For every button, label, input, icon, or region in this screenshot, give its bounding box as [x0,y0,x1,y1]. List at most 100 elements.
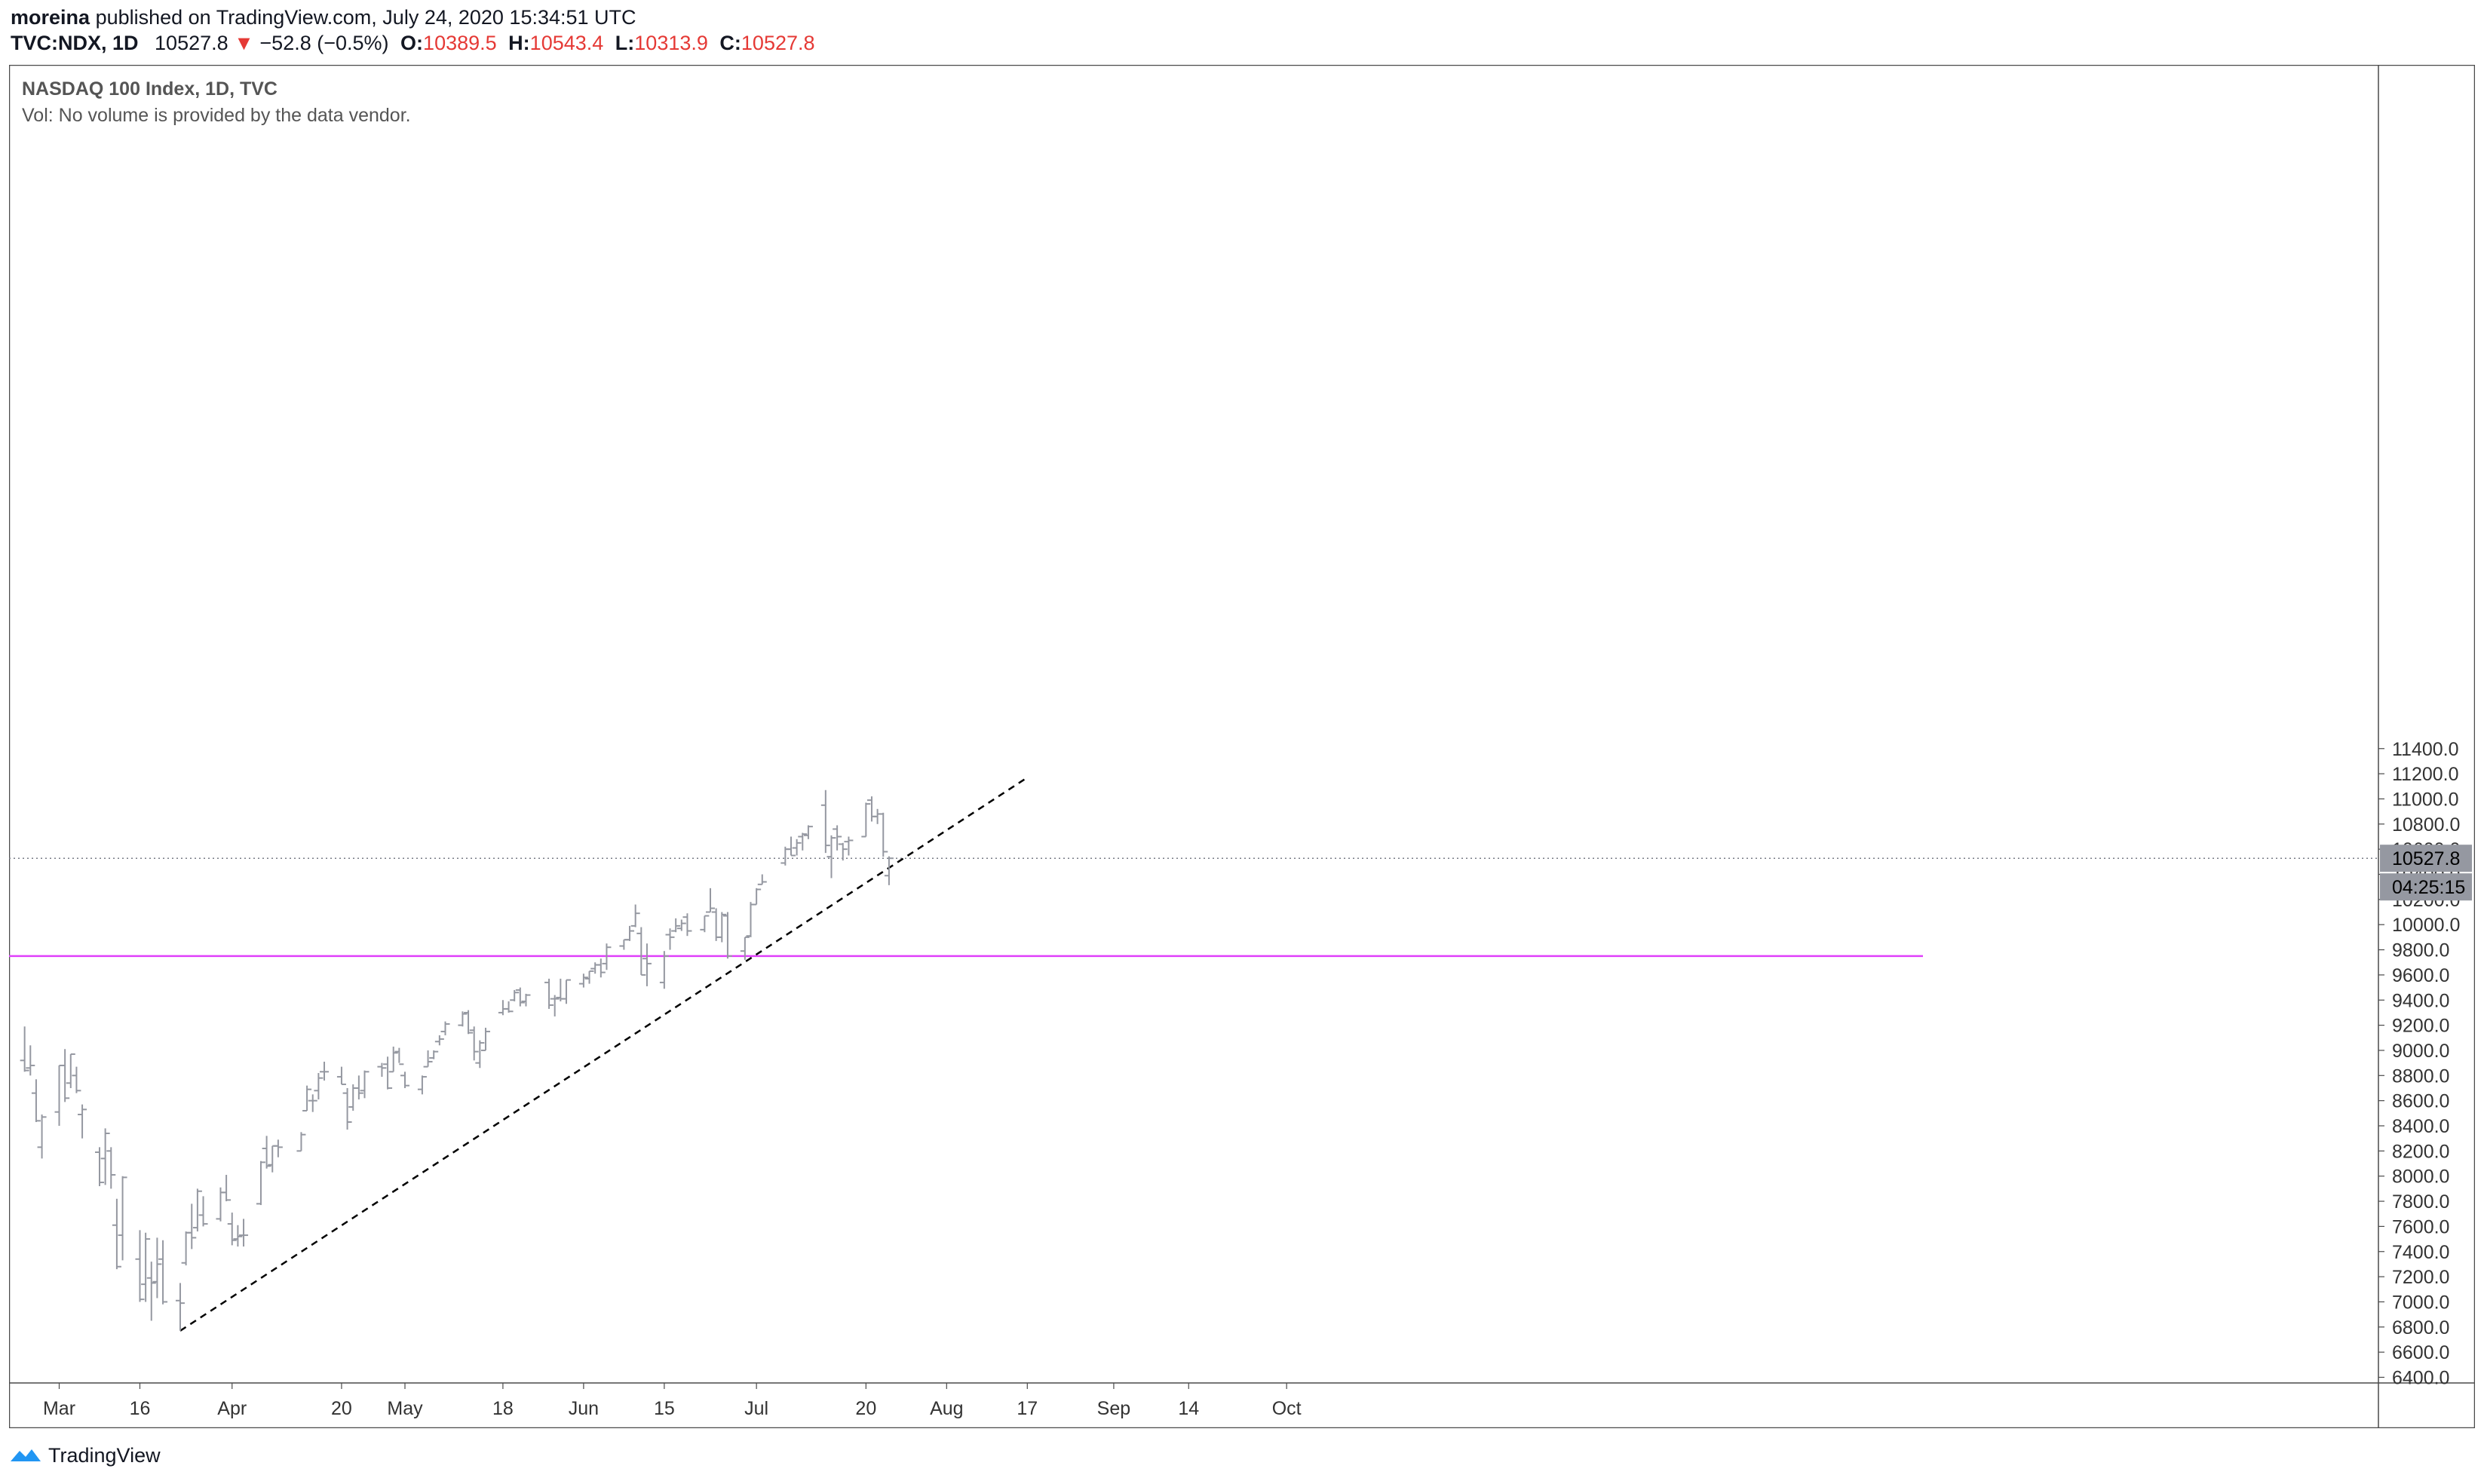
ohlc-bar [700,915,710,933]
ohlc-bar [106,1147,116,1189]
ohlc-bar [233,1225,243,1247]
price-tick-label: 6400.0 [2392,1368,2449,1389]
time-tick-label: 16 [130,1398,151,1419]
ohlc-bar [596,958,606,978]
price-tick-label: 11400.0 [2392,739,2459,760]
price-tick-label: 8600.0 [2392,1091,2449,1112]
ohlc-bar [354,1075,363,1099]
ohlc-bar [642,943,652,986]
ohlc-bar [192,1188,202,1232]
ohlc-bar [550,995,560,1016]
countdown-badge-text: 04:25:15 [2392,877,2465,898]
countdown-badge [2380,873,2472,901]
time-tick-label: 14 [1178,1398,1199,1419]
ohlc-bar [158,1240,168,1305]
price-tick-label: 7600.0 [2392,1216,2449,1237]
close-label: C: [719,32,741,54]
ohlc-bar [26,1045,35,1076]
ohlc-bar [504,1001,514,1013]
ohlc-bar [118,1176,127,1261]
price-chart[interactable]: NASDAQ 100 Index, 1D, TVC Vol: No volume… [8,64,2476,1429]
ohlc-bar [273,1139,283,1157]
ohlc-bar [336,1066,346,1085]
price-tick-label: 9200.0 [2392,1016,2449,1037]
footer[interactable]: TradingView [9,1440,161,1470]
time-tick-label: Oct [1272,1398,1302,1419]
ohlc-bars [20,790,894,1331]
price-tick-label: 8200.0 [2392,1141,2449,1162]
ohlc-bar [458,1011,468,1027]
ohlc-bar [872,808,882,824]
ohlc-bar [112,1198,121,1270]
footer-brand: TradingView [48,1443,161,1467]
price-tick-label: 8400.0 [2392,1116,2449,1137]
ohlc-bar [659,951,669,989]
ohlc-bar [308,1094,317,1112]
time-tick-label: 15 [654,1398,675,1419]
time-tick-label: 20 [855,1398,876,1419]
author-name[interactable]: moreina [11,6,90,29]
ohlc-bar [590,962,600,974]
ohlc-bar [786,836,796,857]
ohlc-bar [423,1050,433,1068]
ohlc-bar [417,1075,427,1095]
price-tick-label: 8000.0 [2392,1167,2449,1188]
ohlc-bar [717,912,727,943]
drawings [9,777,2378,1332]
time-axis-ticks: Mar 16 Apr 20 May 18 Jun 15 Jul 20 Aug 17 Sep 14 Oct [43,1383,1302,1419]
ohlc-bar [440,1021,450,1035]
ohlc-bar [820,790,830,854]
ohlc-bar [377,1062,387,1077]
ohlc-bar [141,1232,151,1302]
price-tick-label: 7800.0 [2392,1191,2449,1213]
ohlc-bar [625,925,635,941]
ohlc-bar [383,1056,393,1090]
ohlc-header: TVC:NDX, 1D 10527.8 ▼ −52.8 (−0.5%) O:10… [11,30,815,56]
time-tick-label: Apr [217,1398,247,1419]
ohlc-bar [826,835,836,878]
ohlc-bar [746,902,756,937]
ohlc-bar [360,1070,370,1099]
time-tick-label: Jun [569,1398,599,1419]
ohlc-bar [187,1203,197,1249]
down-arrow-icon: ▼ [234,32,254,54]
ohlc-bar [31,1079,41,1122]
ohlc-bar [302,1085,312,1111]
price-tick-label: 7400.0 [2392,1242,2449,1263]
ohlc-bar [798,832,808,851]
high-label: H: [508,32,530,54]
symbol-label: TVC:NDX, 1D [11,32,139,54]
ohlc-bar [37,1114,47,1159]
legend-volume-note: Vol: No volume is provided by the data v… [22,105,411,126]
ohlc-bar [636,927,646,976]
ohlc-bar [20,1026,29,1072]
trendline [179,777,1028,1332]
price-tick-label: 10800.0 [2392,814,2460,836]
ohlc-bar [268,1145,278,1173]
price-tick-label: 9000.0 [2392,1041,2449,1062]
ohlc-bar [521,993,531,1007]
ohlc-bar [630,904,640,928]
ohlc-bar [833,825,842,851]
ohlc-bar [469,1026,479,1061]
ohlc-bar [480,1027,490,1051]
ohlc-bar [757,874,767,885]
ohlc-bar [66,1053,75,1088]
time-tick-label: 18 [492,1398,514,1419]
tradingview-logo-icon [11,1449,41,1461]
ohlc-bar [844,836,854,856]
time-tick-label: Jul [744,1398,768,1419]
ohlc-bar [475,1040,485,1069]
price-tick-label: 6800.0 [2392,1317,2449,1338]
ohlc-bar [602,943,612,970]
ohlc-bar [394,1047,404,1065]
close-value: 10527.8 [741,32,815,54]
ohlc-bar [515,987,525,1007]
price-badges: 10527.8 04:25:15 [2380,845,2472,901]
time-tick-label: Aug [930,1398,963,1419]
ohlc-bar [320,1061,330,1081]
ohlc-bar [838,842,848,861]
chart-frame[interactable]: NASDAQ 100 Index, 1D, TVC Vol: No volume… [8,64,2476,1429]
price-tick-label: 6600.0 [2392,1342,2449,1363]
ohlc-bar [94,1147,104,1187]
